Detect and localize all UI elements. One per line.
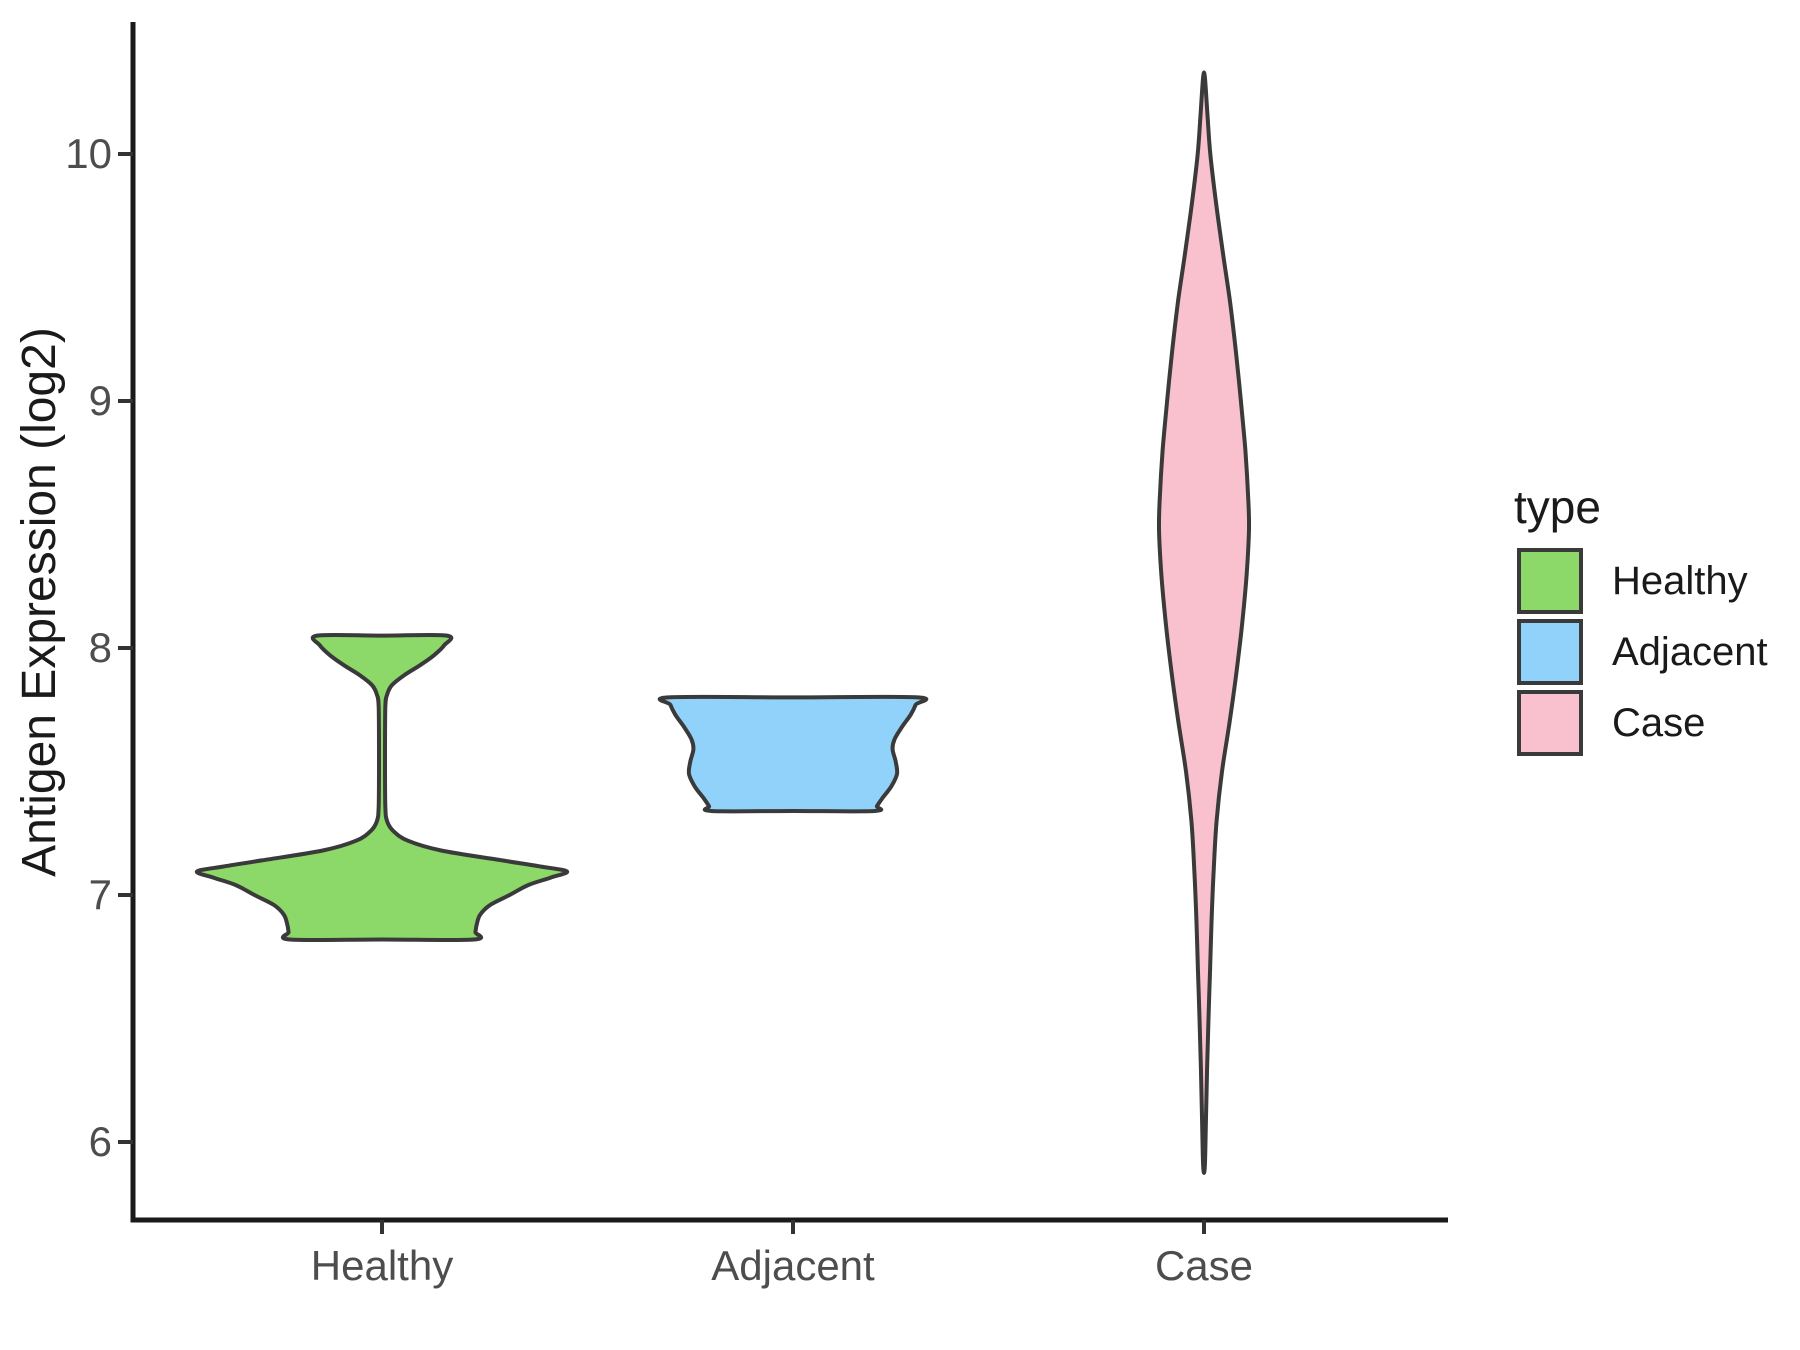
y-tick-label: 7	[88, 871, 112, 918]
axes-group	[118, 22, 1448, 1234]
x-tick-label-case: Case	[1154, 1242, 1254, 1289]
legend-label-case: Case	[1612, 701, 1706, 745]
violin-healthy	[194, 632, 570, 943]
legend-label-adjacent: Adjacent	[1612, 630, 1768, 674]
y-tick-label: 6	[88, 1118, 112, 1165]
legend-title: type	[1514, 481, 1601, 533]
violins-group	[194, 70, 1252, 1175]
violin-case	[1156, 70, 1252, 1175]
violin-adjacent	[657, 694, 929, 814]
y-tick-label: 9	[88, 377, 112, 424]
y-tick-label: 10	[65, 130, 112, 177]
legend-swatch-healthy	[1517, 548, 1583, 614]
legend-label-healthy: Healthy	[1612, 559, 1748, 603]
legend-swatch-case	[1517, 690, 1583, 756]
y-tick-label: 8	[88, 624, 112, 671]
x-tick-label-adjacent: Adjacent	[711, 1242, 875, 1289]
x-tick-label-healthy: Healthy	[310, 1242, 454, 1289]
legend-swatch-adjacent	[1517, 619, 1583, 685]
